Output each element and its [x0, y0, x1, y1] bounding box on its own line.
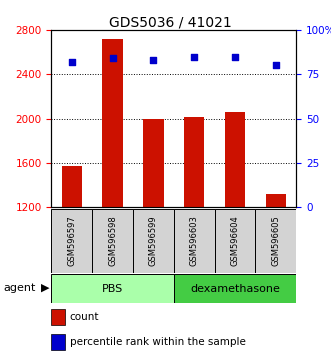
Bar [174, 209, 214, 273]
Text: percentile rank within the sample: percentile rank within the sample [70, 337, 246, 347]
Point [151, 57, 156, 63]
Text: GSM596605: GSM596605 [271, 215, 280, 266]
Bar [102, 39, 123, 340]
Bar [51, 309, 65, 325]
Text: GSM596598: GSM596598 [108, 215, 117, 266]
Bar [143, 119, 164, 340]
Text: GDS5036 / 41021: GDS5036 / 41021 [109, 16, 232, 30]
Bar [174, 274, 296, 303]
Text: dexamethasone: dexamethasone [190, 284, 280, 293]
Point [273, 63, 278, 68]
Text: count: count [70, 312, 99, 322]
Point [110, 56, 115, 61]
Text: agent: agent [3, 282, 36, 293]
Point [192, 54, 197, 59]
Bar [51, 274, 174, 303]
Bar [51, 334, 65, 350]
Bar [225, 112, 245, 340]
Bar [92, 209, 133, 273]
Text: GSM596603: GSM596603 [190, 215, 199, 266]
Text: GSM596597: GSM596597 [67, 215, 76, 266]
Text: GSM596604: GSM596604 [230, 215, 240, 266]
Text: ▶: ▶ [41, 282, 50, 293]
Bar [51, 209, 92, 273]
Bar [256, 209, 296, 273]
Text: GSM596599: GSM596599 [149, 215, 158, 266]
Bar [184, 118, 204, 340]
Bar [214, 209, 256, 273]
Text: PBS: PBS [102, 284, 123, 293]
Point [232, 54, 238, 59]
Point [69, 59, 74, 65]
Bar [265, 194, 286, 340]
Bar [133, 209, 174, 273]
Bar [62, 166, 82, 340]
